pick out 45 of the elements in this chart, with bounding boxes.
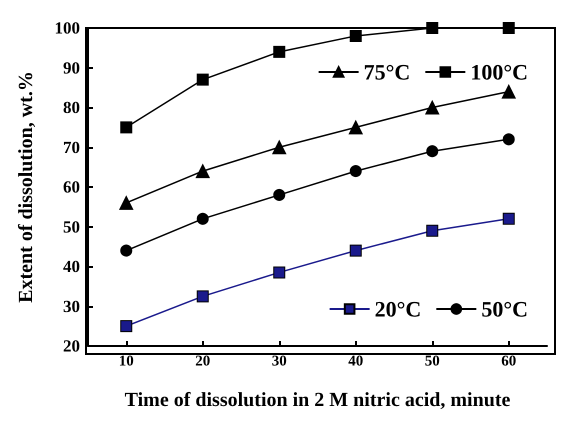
point [426, 145, 438, 158]
y-tick-label: 100 [54, 18, 80, 38]
point [273, 46, 286, 58]
point [272, 140, 286, 154]
x-tick-label: 30 [272, 354, 287, 370]
point [426, 22, 438, 34]
point [502, 212, 515, 225]
point [502, 22, 515, 34]
point [196, 74, 209, 86]
point [120, 121, 132, 134]
y-tick-label: 90 [63, 58, 80, 78]
y-axis-title: Extent of dissolution, wt.% [15, 71, 37, 303]
y-tick-label: 70 [63, 138, 80, 157]
y-tick-label: 50 [63, 217, 80, 236]
x-tick-label: 60 [501, 354, 516, 370]
x-tick-label: 50 [424, 354, 440, 370]
y-tick-label: 80 [63, 98, 80, 117]
legend-label: 50°C [481, 296, 528, 322]
point [502, 84, 516, 99]
point [426, 224, 438, 237]
x-tick-label: 10 [118, 354, 134, 370]
y-tick-label: 20 [63, 336, 80, 356]
point [350, 244, 362, 257]
point [196, 164, 210, 178]
point [120, 244, 132, 257]
point [273, 266, 286, 278]
x-axis-title: Time of dissolution in 2 M nitric acid, minute [124, 389, 510, 411]
point [196, 212, 209, 225]
x-tick-label: 40 [348, 354, 364, 370]
legend-label: 20°C [374, 296, 422, 322]
y-tick-label: 60 [63, 178, 80, 196]
legend-label: 100°C [470, 60, 528, 84]
point [120, 320, 132, 332]
point [502, 133, 515, 146]
point [425, 100, 440, 114]
y-tick-label: 30 [63, 296, 80, 316]
point [119, 196, 134, 210]
legend-label: 75°C [364, 60, 410, 84]
point [350, 165, 362, 178]
y-tick-label: 40 [63, 257, 80, 276]
x-tick-label: 20 [195, 354, 210, 370]
point [350, 30, 362, 42]
point [348, 120, 363, 134]
point [273, 188, 286, 201]
point [196, 290, 209, 302]
